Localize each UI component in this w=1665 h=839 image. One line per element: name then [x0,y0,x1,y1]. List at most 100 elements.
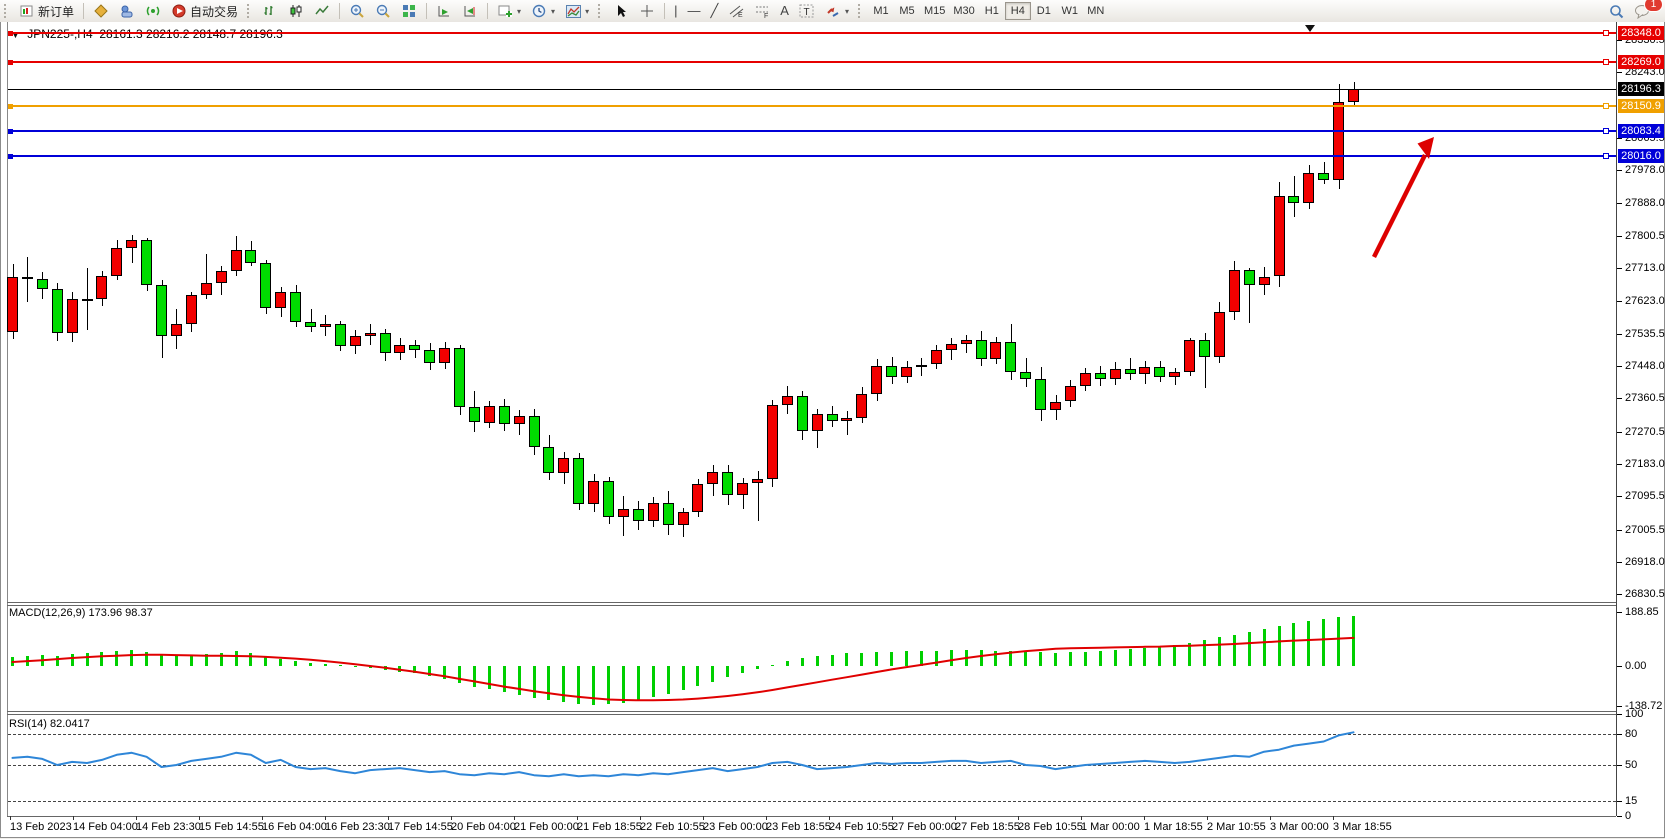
horizontal-level-line[interactable] [8,61,1616,64]
zoom-out-icon [375,3,391,19]
timeframe-w1-button[interactable]: W1 [1057,2,1083,20]
arrows-tool-button[interactable]: ▾ [820,1,854,21]
line-anchor-left[interactable] [8,59,13,65]
chart-shift-button[interactable] [457,1,483,21]
notification-badge[interactable]: 1 [1644,0,1663,12]
timeframe-d1-button[interactable]: D1 [1031,2,1057,20]
macd-histogram-bar [11,657,14,666]
cursor-tool-button[interactable] [608,1,634,21]
pane-separator[interactable] [7,602,1616,603]
toolbar-grip[interactable] [857,4,865,18]
timeframe-h4-button[interactable]: H4 [1004,2,1031,20]
time-tick-mark [1018,816,1019,820]
time-tick-mark [892,816,893,820]
toolbar-grip[interactable] [247,4,254,18]
line-anchor-right[interactable] [1603,59,1609,66]
rsi-level-line [8,734,1616,736]
line-anchor-left[interactable] [8,153,13,159]
line-anchor-left[interactable] [8,30,13,36]
symbol-dropdown-caret[interactable]: ▼ [11,30,20,40]
line-anchor-left[interactable] [8,128,13,134]
rsi-line [11,731,1355,778]
macd-histogram-bar [860,652,864,666]
macd-histogram-bar [189,655,193,666]
macd-histogram-bar [1173,645,1177,666]
trendline-tool-button[interactable]: ╱ [705,1,723,21]
chart-forward-icon [436,3,452,19]
candle-bullish [617,508,629,517]
line-chart-button[interactable] [309,1,335,21]
timeframe-m30-button[interactable]: M30 [949,2,978,20]
horizontal-level-line[interactable] [8,105,1616,108]
fibonacci-tool-button[interactable]: F [749,1,775,21]
candle-bullish [737,483,749,496]
new-chart-button[interactable]: ▾ [492,1,526,21]
time-tick-label: 28 Feb 10:55 [1018,821,1083,833]
horizontal-level-line[interactable] [8,130,1616,133]
macd-histogram-bar [905,651,908,666]
toolbar: 新订单 自动交易 [0,0,1665,23]
price-tick-label: 27623.0 [1625,295,1665,308]
zoom-in-button[interactable] [344,1,370,21]
macd-histogram-bar [1247,631,1251,666]
line-anchor-right[interactable] [1603,103,1609,110]
pane-separator[interactable] [7,711,1616,712]
community-button[interactable] [114,1,140,21]
toolbar-grip[interactable] [4,4,11,18]
macd-histogram-bar [785,660,789,666]
vertical-line-tool-button[interactable]: | [669,1,682,21]
line-anchor-left[interactable] [8,103,13,109]
arrows-icon [825,3,841,19]
signal-button[interactable] [140,1,166,21]
trend-arrow-shaft[interactable] [1371,153,1428,259]
horizontal-level-line[interactable] [8,88,1616,90]
timeframe-m15-button[interactable]: M15 [920,2,949,20]
timeframe-m1-button[interactable]: M1 [868,2,894,20]
horizontal-level-line[interactable] [8,155,1616,157]
zoom-out-button[interactable] [370,1,396,21]
quotes-button[interactable] [88,1,114,21]
object-anchor-marker[interactable] [1305,25,1315,32]
timeframe-h1-button[interactable]: H1 [979,2,1005,20]
macd-histogram-bar [815,656,819,666]
toolbar-grip[interactable] [598,4,605,18]
periods-button[interactable]: ▾ [526,1,560,21]
line-anchor-right[interactable] [1603,30,1609,37]
search-button[interactable] [1603,1,1629,21]
time-tick-mark [514,816,515,820]
time-axis-line [7,816,1616,817]
horizontal-line-tool-button[interactable]: — [682,1,705,21]
macd-tick-mark [1617,666,1622,667]
line-anchor-right[interactable] [1603,128,1609,135]
chart-forward-button[interactable] [431,1,457,21]
horizontal-level-line[interactable] [8,32,1616,35]
templates-button[interactable]: ▾ [560,1,594,21]
auto-trading-button[interactable]: 自动交易 [166,1,243,21]
gold-diamond-icon [93,3,109,19]
text-tool-button[interactable]: A [775,1,794,21]
line-anchor-right[interactable] [1603,153,1609,159]
candlestick-chart-button[interactable] [283,1,309,21]
macd-tick-mark [1617,705,1622,707]
bar-chart-button[interactable] [257,1,283,21]
channel-tool-button[interactable]: E [723,1,749,21]
price-tick-label: 27095.5 [1625,490,1665,503]
tile-windows-button[interactable] [396,1,422,21]
macd-histogram-bar [1188,643,1192,666]
macd-histogram-bar [711,666,715,682]
timeframe-mn-button[interactable]: MN [1083,2,1109,20]
dropdown-caret: ▾ [844,6,849,16]
candle-bullish [1213,312,1225,358]
label-tool-button[interactable]: T [794,1,820,21]
timeframe-m5-button[interactable]: M5 [894,2,920,20]
new-order-button[interactable]: 新订单 [14,1,79,21]
time-tick-label: 17 Feb 14:55 [388,821,453,833]
macd-histogram-bar [875,652,879,666]
crosshair-tool-button[interactable] [634,1,660,21]
macd-histogram-bar [40,655,44,666]
rsi-level-line [8,800,1616,802]
candle-bullish [990,342,1002,359]
candle-wick [846,411,848,435]
line-chart-icon [314,3,330,19]
candle-bullish [439,347,451,364]
